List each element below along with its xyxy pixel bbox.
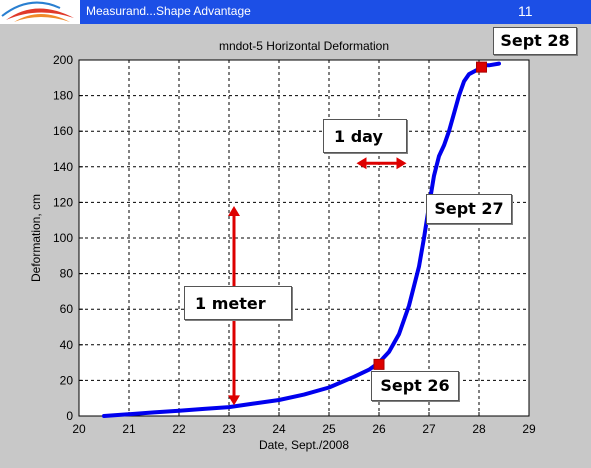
- figure-area: 20 21 22 23 24 25 26 27 28 29 0 20 40 60 80 100 120 140 16…: [0, 24, 591, 468]
- one-day-arrow-head-right: [396, 157, 407, 170]
- x-tick-label: 28: [472, 422, 486, 436]
- y-tick-label: 60: [60, 302, 74, 316]
- y-axis-label: Deformation, cm: [29, 194, 43, 282]
- y-tick-label: 200: [53, 53, 73, 67]
- deformation-chart: 20 21 22 23 24 25 26 27 28 2902040608010012014016…: [29, 39, 536, 452]
- callout-sept-26-label: Sept 26: [380, 376, 450, 395]
- y-tick-label: 80: [60, 267, 74, 281]
- one-meter-arrow-head-bottom: [228, 395, 240, 406]
- y-tick-label: 40: [60, 338, 74, 352]
- callout-one-day-label: 1 day: [334, 127, 383, 146]
- y-tick-label: 20: [60, 373, 74, 387]
- x-axis-label: Date, Sept./2008: [259, 438, 349, 452]
- callout-one-meter: 1 meter: [184, 286, 292, 320]
- x-tick-label: 27: [422, 422, 436, 436]
- callout-sept-27: Sept 27: [426, 194, 512, 224]
- page-number: 11: [518, 3, 533, 19]
- y-tick-label: 180: [53, 89, 73, 103]
- callout-one-day: 1 day: [323, 119, 407, 153]
- x-tick-label: 20: [72, 422, 86, 436]
- y-tick-label: 120: [53, 195, 73, 209]
- callout-sept-26: Sept 26: [371, 371, 459, 401]
- header-title: Measurand...Shape Advantage: [86, 4, 251, 18]
- callout-sept-28-label: Sept 28: [500, 31, 570, 50]
- x-tick-label: 26: [372, 422, 386, 436]
- x-tick-label: 25: [322, 422, 336, 436]
- data-point-marker: [476, 61, 487, 73]
- x-tick-label: 22: [172, 422, 186, 436]
- slide-header: Measurand...Shape Advantage 11: [0, 0, 591, 24]
- x-tick-label: 24: [272, 422, 286, 436]
- x-tick-label: 23: [222, 422, 236, 436]
- x-tick-label: 29: [522, 422, 536, 436]
- y-tick-label: 0: [66, 409, 73, 423]
- y-tick-label: 100: [53, 231, 73, 245]
- swoosh-logo-icon: [1, 1, 74, 22]
- one-day-arrow-head-left: [356, 157, 367, 170]
- y-tick-label: 140: [53, 160, 73, 174]
- chart-title: mndot-5 Horizontal Deformation: [219, 39, 389, 53]
- data-point-marker: [373, 358, 385, 370]
- x-tick-label: 21: [122, 422, 136, 436]
- callout-sept-28: Sept 28: [493, 27, 577, 55]
- logo: [0, 0, 80, 24]
- callout-sept-27-label: Sept 27: [434, 199, 504, 218]
- callout-one-meter-label: 1 meter: [195, 294, 266, 313]
- one-meter-arrow-head-top: [228, 205, 240, 216]
- y-tick-label: 160: [53, 124, 73, 138]
- deformation-series-line: [102, 61, 501, 418]
